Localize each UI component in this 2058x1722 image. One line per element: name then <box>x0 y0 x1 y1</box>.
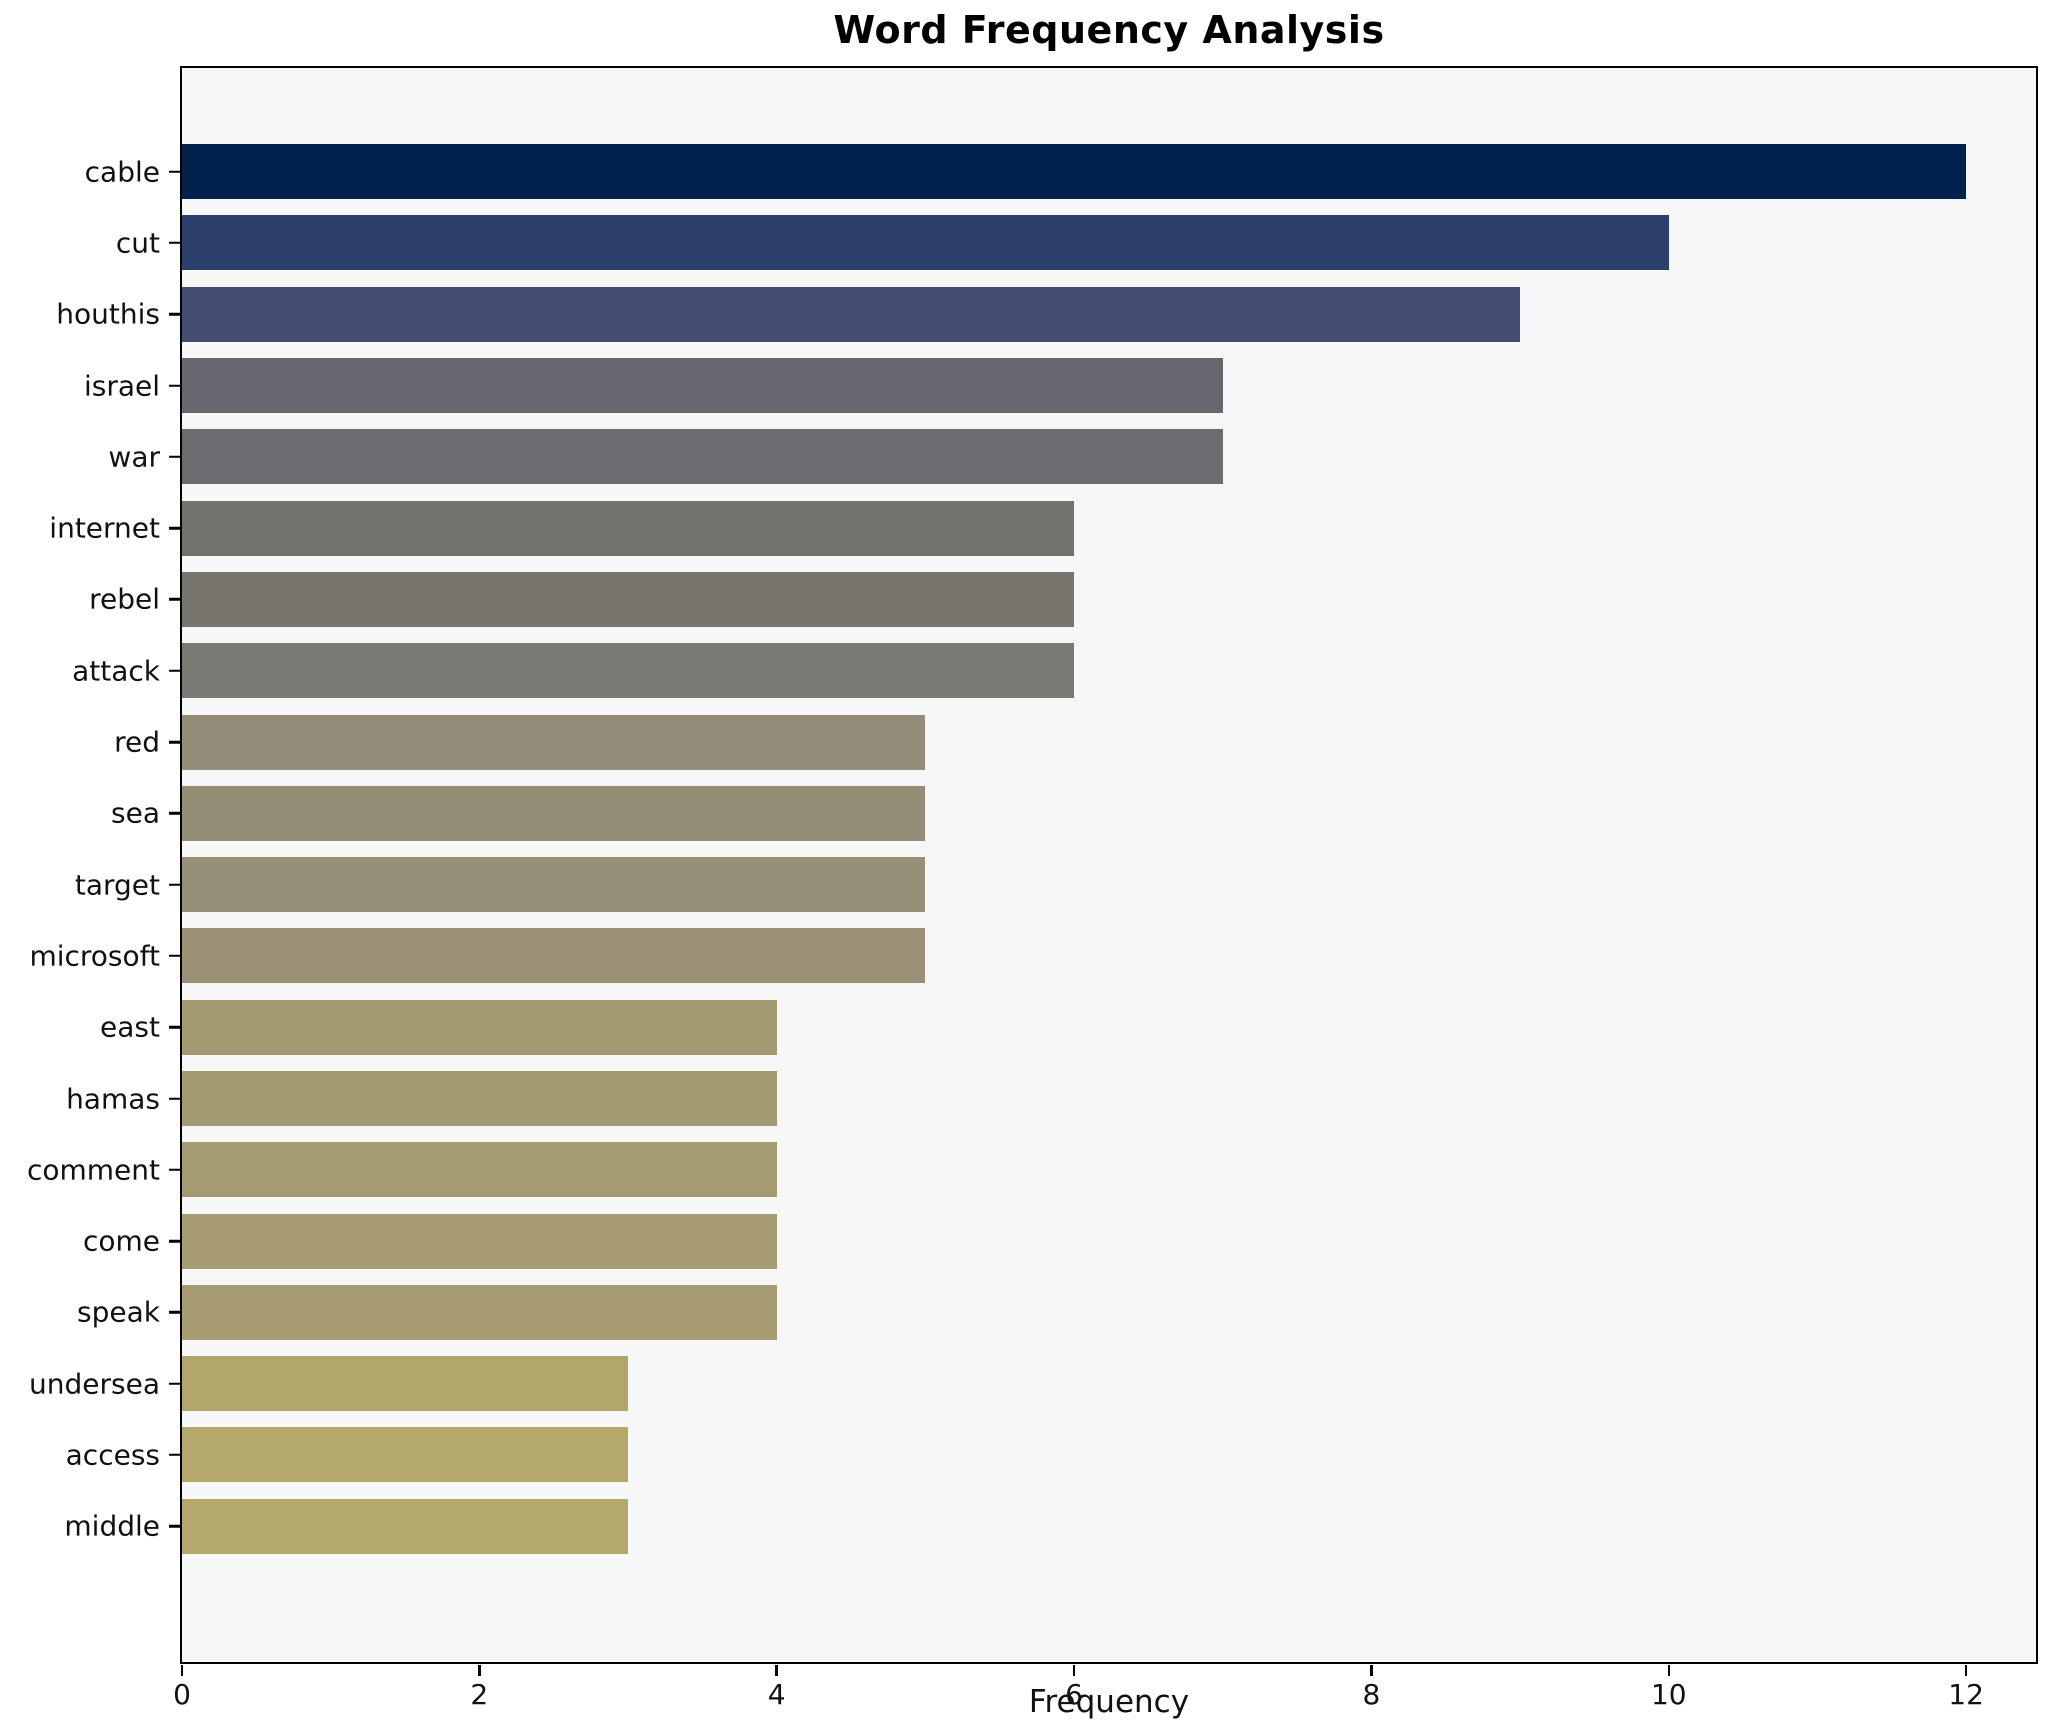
bar-row: middle <box>64 1491 2036 1562</box>
y-tick-mark <box>168 1525 180 1528</box>
bar-houthis <box>182 286 1521 342</box>
y-tick-mark <box>168 170 180 173</box>
y-tick-label: attack <box>72 654 160 688</box>
bar-row: target <box>75 849 2036 920</box>
y-tick-mark <box>168 1453 180 1457</box>
bar-come <box>182 1213 777 1269</box>
y-tick-mark <box>168 740 180 744</box>
y-tick-label: war <box>108 440 160 474</box>
x-tick-mark <box>180 1664 184 1676</box>
y-tick-mark <box>168 883 180 886</box>
y-tick-mark <box>168 1168 180 1172</box>
bar-row: cable <box>85 136 2036 207</box>
y-tick-label: hamas <box>66 1082 160 1115</box>
bar-row: rebel <box>89 564 2036 635</box>
y-tick-mark <box>168 1382 180 1385</box>
bar-comment <box>182 1142 777 1198</box>
x-tick-mark <box>478 1664 481 1676</box>
y-tick-mark <box>168 526 180 530</box>
y-tick-label: internet <box>49 511 160 545</box>
y-tick-label: speak <box>77 1295 160 1329</box>
bar-middle <box>182 1498 629 1554</box>
bar-israel <box>182 358 1223 414</box>
bar-row: red <box>114 706 2036 777</box>
bar-war <box>182 429 1223 485</box>
bar-row: houthis <box>56 279 2036 350</box>
bar-row: hamas <box>66 1063 2036 1134</box>
y-tick-label: houthis <box>56 297 160 331</box>
y-tick-label: middle <box>64 1509 160 1543</box>
bar-row: war <box>108 421 2036 492</box>
x-tick-mark <box>1370 1664 1373 1676</box>
bar-internet <box>182 500 1075 556</box>
bar-row: internet <box>49 492 2036 563</box>
y-tick-mark <box>168 812 180 815</box>
bar-row: attack <box>72 635 2036 706</box>
bar-row: sea <box>111 778 2036 849</box>
bar-cable <box>182 144 1967 200</box>
x-tick-label: 6 <box>1065 1678 1083 1711</box>
bar-row: east <box>100 992 2036 1063</box>
y-tick-mark <box>168 1311 180 1314</box>
bar-row: come <box>83 1205 2036 1276</box>
bar-rebel <box>182 571 1075 627</box>
y-tick-mark <box>168 1025 180 1029</box>
x-tick-label: 4 <box>767 1678 786 1711</box>
y-tick-label: rebel <box>89 582 160 616</box>
x-tick-label: 0 <box>173 1678 191 1711</box>
bars-container: cable cut houthis israel war internet rebel att… <box>27 136 2036 1562</box>
plot-area: cable cut houthis israel war internet rebel att… <box>27 66 2038 1711</box>
bar-row: cut <box>116 207 2036 278</box>
bar-row: comment <box>27 1134 2036 1205</box>
bar-row: speak <box>77 1277 2036 1348</box>
bar-speak <box>182 1284 777 1340</box>
y-tick-mark <box>168 669 180 672</box>
y-tick-mark <box>168 1097 180 1100</box>
x-tick-mark <box>1667 1664 1671 1676</box>
y-tick-label: israel <box>83 369 160 403</box>
x-tick-label: 12 <box>1948 1678 1984 1711</box>
x-tick-label: 2 <box>470 1678 489 1711</box>
bar-cut <box>182 215 1669 271</box>
bar-sea <box>182 785 926 841</box>
bar-microsoft <box>182 928 926 984</box>
x-axis-label: Frequency <box>1028 1684 1190 1720</box>
y-tick-label: access <box>65 1438 160 1472</box>
y-tick-label: come <box>82 1224 160 1258</box>
y-tick-label: microsoft <box>29 939 160 973</box>
y-tick-label: cut <box>115 226 160 260</box>
x-tick-mark <box>1072 1664 1076 1676</box>
y-tick-mark <box>168 241 180 245</box>
y-tick-label: comment <box>26 1153 160 1187</box>
bar-attack <box>182 643 1075 699</box>
bar-row: microsoft <box>29 920 2036 991</box>
y-tick-mark <box>168 1239 180 1243</box>
bar-hamas <box>182 1071 777 1126</box>
y-tick-mark <box>168 384 180 387</box>
y-tick-mark <box>168 598 180 601</box>
y-tick-label: target <box>74 868 160 902</box>
y-tick-mark <box>168 455 180 459</box>
bar-row: access <box>66 1419 2036 1490</box>
y-tick-label: undersea <box>29 1367 160 1401</box>
x-tick-label: 8 <box>1362 1678 1381 1711</box>
y-tick-mark <box>168 954 180 958</box>
x-tick-mark <box>775 1664 778 1676</box>
bar-east <box>182 999 777 1055</box>
x-tick-label: 10 <box>1650 1678 1687 1711</box>
bar-undersea <box>182 1356 629 1412</box>
bar-target <box>182 857 926 913</box>
bar-access <box>182 1427 629 1483</box>
y-tick-label: east <box>100 1010 160 1044</box>
bar-row: undersea <box>29 1348 2036 1419</box>
y-tick-label: cable <box>84 155 160 189</box>
y-tick-label: red <box>114 725 160 759</box>
y-tick-label: sea <box>111 796 160 830</box>
bar-row: israel <box>84 350 2036 421</box>
y-tick-mark <box>168 312 180 316</box>
chart-title: Word Frequency Analysis <box>833 8 1385 52</box>
bar-red <box>182 714 926 770</box>
x-tick-mark <box>1964 1664 1968 1676</box>
